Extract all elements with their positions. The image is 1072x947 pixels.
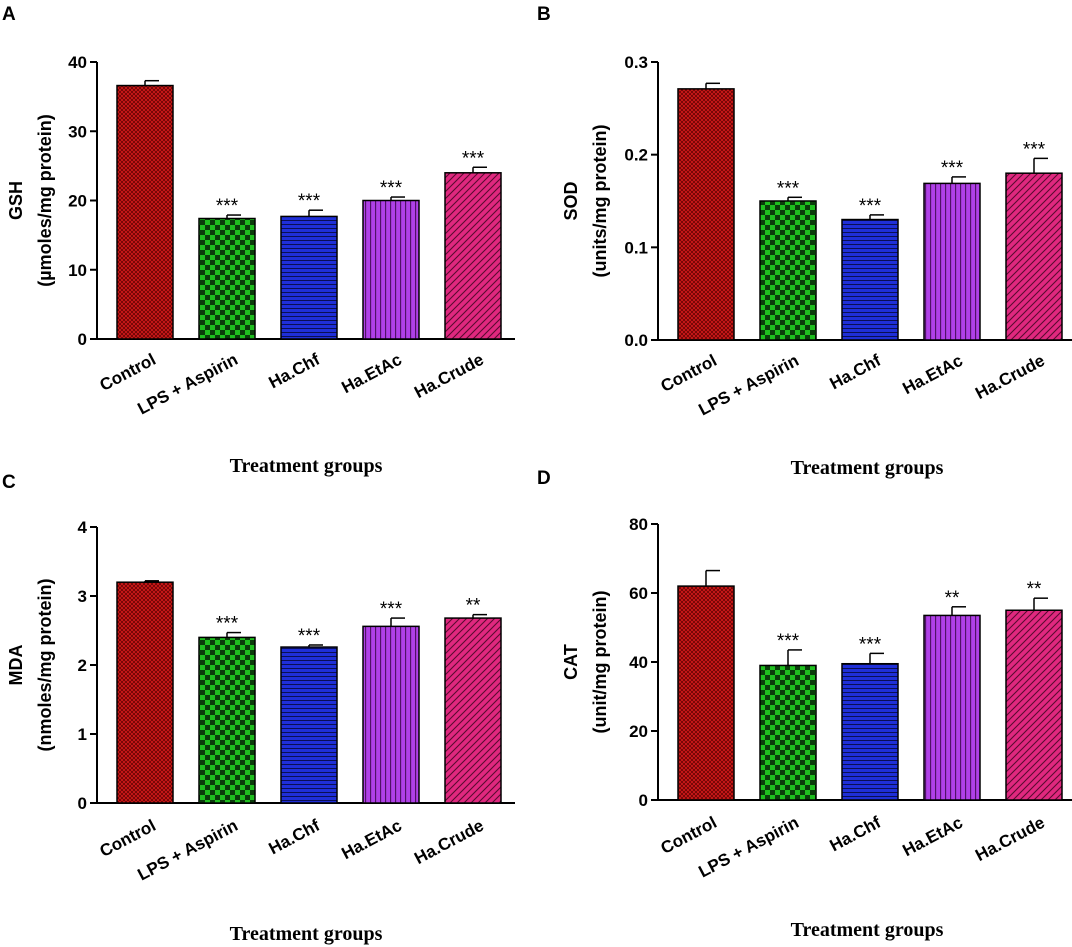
x-axis-title: Treatment groups xyxy=(230,455,383,477)
significance-marker: *** xyxy=(462,148,485,169)
category-label-control: Control xyxy=(97,816,159,861)
panel-letter: D xyxy=(537,468,551,489)
y-axis-title: MDA xyxy=(6,645,26,686)
category-label-ha-chf: Ha.Chf xyxy=(827,351,885,394)
y-axis-unit: (unit/mg protein) xyxy=(590,591,610,734)
y-tick-label: 30 xyxy=(68,122,87,141)
bar-ha-chf xyxy=(280,215,338,340)
y-axis-unit: (µmoles/mg protein) xyxy=(35,114,55,286)
y-tick-label: 40 xyxy=(68,53,87,72)
x-axis-title: Treatment groups xyxy=(791,457,944,479)
bar-ha-crude xyxy=(1005,609,1063,801)
bar-lps-aspirin xyxy=(759,664,817,801)
x-axis-title: Treatment groups xyxy=(791,919,944,941)
bar-lps-aspirin xyxy=(759,200,817,341)
y-tick-label: 60 xyxy=(629,584,648,603)
y-tick-label: 1 xyxy=(78,725,87,744)
y-axis-title: CAT xyxy=(561,644,581,680)
significance-marker: *** xyxy=(859,196,882,217)
category-label-ha-crude: Ha.Crude xyxy=(972,351,1048,403)
y-axis-title: SOD xyxy=(561,181,581,220)
category-label-control: Control xyxy=(658,351,720,396)
significance-marker: *** xyxy=(298,191,321,212)
y-tick-label: 3 xyxy=(78,587,87,606)
significance-marker: *** xyxy=(216,196,239,217)
y-tick-label: 0.2 xyxy=(624,146,648,165)
y-axis-unit: (nmoles/mg protein) xyxy=(35,578,55,751)
category-label-ha-etac: Ha.EtAc xyxy=(899,351,965,398)
y-axis-title: GSH xyxy=(6,181,26,220)
category-label-ha-crude: Ha.Crude xyxy=(411,816,487,868)
bar-control xyxy=(677,585,735,801)
bar-ha-etac xyxy=(362,625,420,804)
bar-ha-chf xyxy=(841,218,899,341)
significance-marker: *** xyxy=(380,178,403,199)
significance-marker: ** xyxy=(466,596,481,617)
category-label-control: Control xyxy=(97,350,159,395)
y-tick-label: 0 xyxy=(78,794,87,813)
y-axis-unit: (units/mg protein) xyxy=(590,125,610,278)
significance-marker: *** xyxy=(859,634,882,655)
y-tick-label: 0.0 xyxy=(624,331,648,350)
y-tick-label: 2 xyxy=(78,656,87,675)
y-tick-label: 40 xyxy=(629,653,648,672)
chart-panel-a: A 0 10 20 30 40 GSH (µmoles/mg protein) Control *… xyxy=(2,4,515,477)
category-label-ha-etac: Ha.EtAc xyxy=(338,816,404,863)
chart-panel-b: B 0.0 0.1 0.2 0.3 SOD (units/mg protein) Contro… xyxy=(537,4,1072,479)
bar-ha-etac xyxy=(923,182,981,341)
category-label-ha-chf: Ha.Chf xyxy=(266,816,324,859)
significance-marker: ** xyxy=(1027,579,1042,600)
category-label-control: Control xyxy=(658,813,720,858)
significance-marker: *** xyxy=(1023,139,1046,160)
y-tick-label: 20 xyxy=(629,722,648,741)
y-tick-label: 4 xyxy=(78,518,88,537)
significance-marker: *** xyxy=(298,626,321,647)
category-label-ha-chf: Ha.Chf xyxy=(827,813,885,856)
bar-ha-crude xyxy=(444,172,502,340)
bar-ha-crude xyxy=(1005,172,1063,341)
panel-letter: A xyxy=(2,4,16,25)
category-label-ha-crude: Ha.Crude xyxy=(411,350,487,402)
significance-marker: *** xyxy=(216,614,239,635)
y-tick-label: 80 xyxy=(629,515,648,534)
bar-ha-chf xyxy=(841,662,899,801)
category-label-ha-etac: Ha.EtAc xyxy=(899,813,965,860)
bar-control xyxy=(116,84,174,340)
significance-marker: *** xyxy=(380,599,403,620)
y-tick-label: 0.3 xyxy=(624,53,648,72)
category-label-ha-crude: Ha.Crude xyxy=(972,813,1048,865)
bar-lps-aspirin xyxy=(198,217,256,340)
significance-marker: *** xyxy=(777,631,800,652)
significance-marker: ** xyxy=(945,588,960,609)
bar-ha-chf xyxy=(280,646,338,804)
bar-ha-crude xyxy=(444,617,502,804)
x-axis-title: Treatment groups xyxy=(230,923,383,945)
panel-letter: C xyxy=(2,472,16,493)
panel-letter: B xyxy=(537,4,551,25)
y-tick-label: 10 xyxy=(68,261,87,280)
y-tick-label: 20 xyxy=(68,192,87,211)
category-label-ha-chf: Ha.Chf xyxy=(266,350,324,393)
bar-control xyxy=(116,581,174,804)
significance-marker: *** xyxy=(777,178,800,199)
category-label-ha-etac: Ha.EtAc xyxy=(338,350,404,397)
bar-lps-aspirin xyxy=(198,636,256,804)
y-tick-label: 0 xyxy=(78,330,87,349)
y-tick-label: 0 xyxy=(639,791,648,810)
bar-ha-etac xyxy=(362,199,420,340)
y-tick-label: 0.1 xyxy=(624,238,648,257)
significance-marker: *** xyxy=(941,158,964,179)
bar-control xyxy=(677,88,735,341)
bar-ha-etac xyxy=(923,614,981,801)
